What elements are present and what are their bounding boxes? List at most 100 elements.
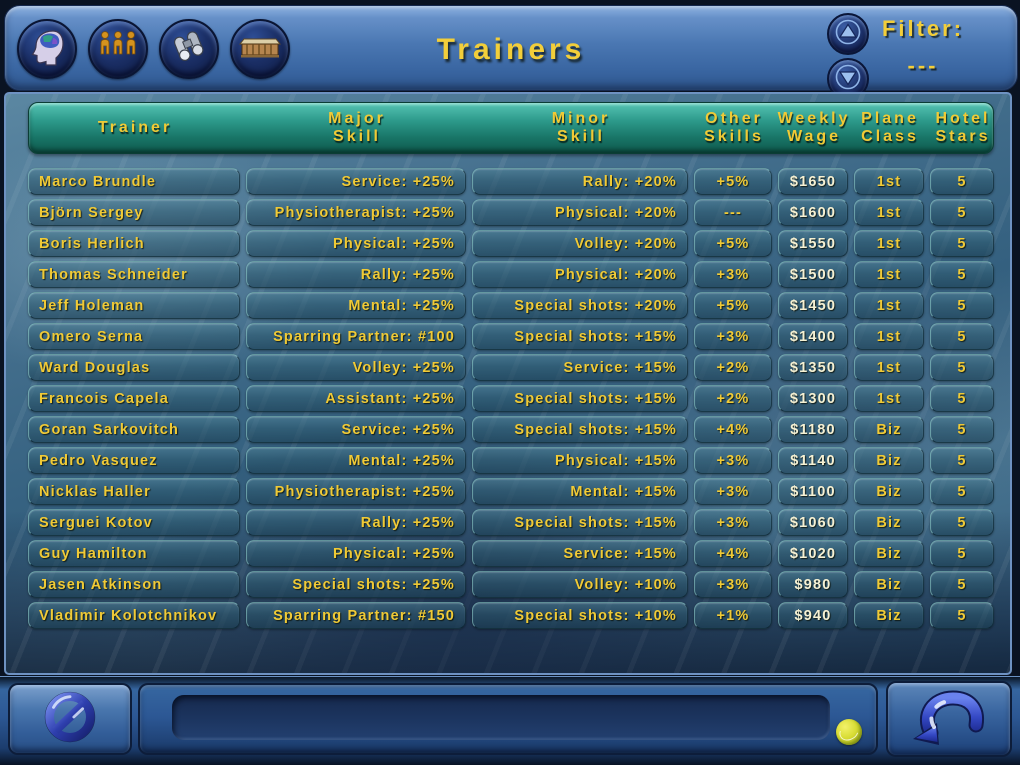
cell-hotel[interactable]: 5 (930, 509, 994, 536)
cell-name[interactable]: Björn Sergey (28, 199, 240, 226)
cell-hotel[interactable]: 5 (930, 447, 994, 474)
cell-other[interactable]: +3% (694, 509, 772, 536)
cell-name[interactable]: Ward Douglas (28, 354, 240, 381)
cell-other[interactable]: +3% (694, 571, 772, 598)
cell-wage[interactable]: $1180 (778, 416, 848, 443)
cell-wage[interactable]: $1450 (778, 292, 848, 319)
cell-hotel[interactable]: 5 (930, 292, 994, 319)
cell-hotel[interactable]: 5 (930, 416, 994, 443)
cell-major[interactable]: Sparring Partner: #100 (246, 323, 466, 350)
cell-other[interactable]: +4% (694, 540, 772, 567)
cell-other[interactable]: --- (694, 199, 772, 226)
cell-wage[interactable]: $1500 (778, 261, 848, 288)
staff-button[interactable] (88, 19, 148, 79)
cell-plane[interactable]: Biz (854, 509, 924, 536)
back-button[interactable] (886, 681, 1012, 757)
cell-major[interactable]: Physical: +25% (246, 230, 466, 257)
cell-other[interactable]: +5% (694, 292, 772, 319)
cell-minor[interactable]: Service: +15% (472, 354, 688, 381)
cell-major[interactable]: Service: +25% (246, 416, 466, 443)
cell-major[interactable]: Sparring Partner: #150 (246, 602, 466, 629)
cell-name[interactable]: Jeff Holeman (28, 292, 240, 319)
cell-hotel[interactable]: 5 (930, 354, 994, 381)
cell-other[interactable]: +4% (694, 416, 772, 443)
cell-other[interactable]: +5% (694, 168, 772, 195)
cell-name[interactable]: Francois Capela (28, 385, 240, 412)
cell-name[interactable]: Vladimir Kolotchnikov (28, 602, 240, 629)
cell-wage[interactable]: $1060 (778, 509, 848, 536)
cell-hotel[interactable]: 5 (930, 323, 994, 350)
cell-name[interactable]: Marco Brundle (28, 168, 240, 195)
cancel-button[interactable] (8, 683, 132, 755)
clubhouse-button[interactable] (230, 19, 290, 79)
cell-other[interactable]: +3% (694, 261, 772, 288)
cell-hotel[interactable]: 5 (930, 168, 994, 195)
cell-minor[interactable]: Special shots: +20% (472, 292, 688, 319)
cell-other[interactable]: +2% (694, 385, 772, 412)
cell-minor[interactable]: Special shots: +15% (472, 323, 688, 350)
cell-minor[interactable]: Service: +15% (472, 540, 688, 567)
cell-minor[interactable]: Special shots: +15% (472, 416, 688, 443)
cell-minor[interactable]: Mental: +15% (472, 478, 688, 505)
cell-hotel[interactable]: 5 (930, 540, 994, 567)
cell-major[interactable]: Assistant: +25% (246, 385, 466, 412)
mind-button[interactable] (17, 19, 77, 79)
scroll-up-button[interactable] (827, 13, 869, 55)
cell-major[interactable]: Physiotherapist: +25% (246, 478, 466, 505)
cell-minor[interactable]: Special shots: +15% (472, 385, 688, 412)
cell-major[interactable]: Physical: +25% (246, 540, 466, 567)
cell-wage[interactable]: $1650 (778, 168, 848, 195)
cell-other[interactable]: +1% (694, 602, 772, 629)
cell-wage[interactable]: $1550 (778, 230, 848, 257)
cell-plane[interactable]: 1st (854, 385, 924, 412)
cell-wage[interactable]: $1020 (778, 540, 848, 567)
cell-hotel[interactable]: 5 (930, 602, 994, 629)
cell-name[interactable]: Pedro Vasquez (28, 447, 240, 474)
cell-major[interactable]: Volley: +25% (246, 354, 466, 381)
cell-name[interactable]: Goran Sarkovitch (28, 416, 240, 443)
cell-minor[interactable]: Physical: +15% (472, 447, 688, 474)
cell-plane[interactable]: Biz (854, 571, 924, 598)
cell-hotel[interactable]: 5 (930, 571, 994, 598)
cell-minor[interactable]: Physical: +20% (472, 261, 688, 288)
cell-name[interactable]: Nicklas Haller (28, 478, 240, 505)
cell-major[interactable]: Physiotherapist: +25% (246, 199, 466, 226)
scout-button[interactable] (159, 19, 219, 79)
cell-wage[interactable]: $1400 (778, 323, 848, 350)
cell-minor[interactable]: Special shots: +15% (472, 509, 688, 536)
cell-hotel[interactable]: 5 (930, 230, 994, 257)
cell-major[interactable]: Service: +25% (246, 168, 466, 195)
cell-wage[interactable]: $1600 (778, 199, 848, 226)
cell-minor[interactable]: Volley: +10% (472, 571, 688, 598)
cell-major[interactable]: Special shots: +25% (246, 571, 466, 598)
cell-name[interactable]: Omero Serna (28, 323, 240, 350)
cell-other[interactable]: +3% (694, 478, 772, 505)
cell-major[interactable]: Rally: +25% (246, 509, 466, 536)
cell-minor[interactable]: Volley: +20% (472, 230, 688, 257)
cell-minor[interactable]: Special shots: +10% (472, 602, 688, 629)
cell-name[interactable]: Jasen Atkinson (28, 571, 240, 598)
cell-major[interactable]: Mental: +25% (246, 292, 466, 319)
cell-plane[interactable]: Biz (854, 540, 924, 567)
cell-wage[interactable]: $940 (778, 602, 848, 629)
cell-wage[interactable]: $1100 (778, 478, 848, 505)
cell-major[interactable]: Mental: +25% (246, 447, 466, 474)
cell-wage[interactable]: $1350 (778, 354, 848, 381)
cell-plane[interactable]: Biz (854, 602, 924, 629)
cell-other[interactable]: +2% (694, 354, 772, 381)
cell-plane[interactable]: 1st (854, 323, 924, 350)
cell-hotel[interactable]: 5 (930, 199, 994, 226)
cell-major[interactable]: Rally: +25% (246, 261, 466, 288)
cell-other[interactable]: +5% (694, 230, 772, 257)
cell-name[interactable]: Thomas Schneider (28, 261, 240, 288)
cell-name[interactable]: Guy Hamilton (28, 540, 240, 567)
cell-hotel[interactable]: 5 (930, 261, 994, 288)
cell-plane[interactable]: 1st (854, 168, 924, 195)
cell-plane[interactable]: 1st (854, 199, 924, 226)
cell-minor[interactable]: Physical: +20% (472, 199, 688, 226)
cell-other[interactable]: +3% (694, 447, 772, 474)
cell-plane[interactable]: 1st (854, 354, 924, 381)
cell-wage[interactable]: $980 (778, 571, 848, 598)
cell-other[interactable]: +3% (694, 323, 772, 350)
cell-name[interactable]: Boris Herlich (28, 230, 240, 257)
